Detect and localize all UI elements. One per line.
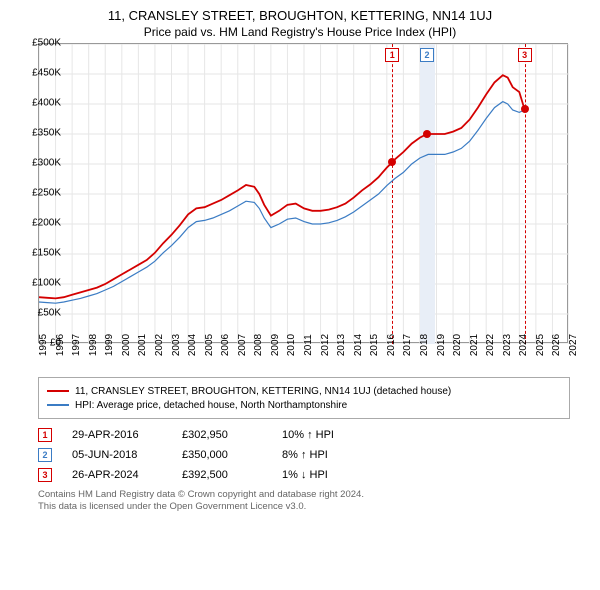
y-tick-label: £50K [38, 308, 61, 319]
legend: 11, CRANSLEY STREET, BROUGHTON, KETTERIN… [38, 377, 570, 419]
sale-row: 1 29-APR-2016£302,95010% ↑ HPI [38, 425, 570, 445]
x-tick-label: 1996 [55, 334, 66, 356]
x-tick-label: 2021 [469, 334, 480, 356]
sales-table: 1 29-APR-2016£302,95010% ↑ HPI 2 05-JUN-201… [38, 425, 570, 485]
y-tick-label: £150K [32, 248, 61, 259]
sale-dot [521, 105, 529, 113]
y-tick-label: £200K [32, 218, 61, 229]
x-tick-label: 1995 [38, 334, 49, 356]
y-tick-label: £250K [32, 188, 61, 199]
x-tick-label: 2008 [253, 334, 264, 356]
sale-dot [388, 158, 396, 166]
x-tick-label: 2003 [171, 334, 182, 356]
legend-row-blue: HPI: Average price, detached house, Nort… [47, 398, 561, 412]
sale-row: 3 26-APR-2024£392,5001% ↓ HPI [38, 465, 570, 485]
x-tick-label: 2015 [369, 334, 380, 356]
footnote-line: Contains HM Land Registry data © Crown c… [38, 489, 570, 501]
x-tick-label: 2020 [452, 334, 463, 356]
legend-label: 11, CRANSLEY STREET, BROUGHTON, KETTERIN… [75, 386, 451, 397]
sale-dot [423, 130, 431, 138]
x-tick-label: 2018 [419, 334, 430, 356]
sale-marker: 3 [518, 48, 532, 62]
x-tick-label: 2024 [518, 334, 529, 356]
x-tick-label: 2011 [303, 334, 314, 356]
legend-row-red: 11, CRANSLEY STREET, BROUGHTON, KETTERIN… [47, 384, 561, 398]
chart: 123 £0£50K£100K£150K£200K£250K£300K£350K… [38, 43, 596, 373]
y-tick-label: £450K [32, 68, 61, 79]
x-tick-label: 2009 [270, 334, 281, 356]
y-tick-label: £100K [32, 278, 61, 289]
plot-area: 1 2 3 [38, 43, 568, 343]
sale-row-marker: 2 [38, 448, 52, 462]
x-tick-label: 2002 [154, 334, 165, 356]
y-tick-label: £300K [32, 158, 61, 169]
x-tick-label: 1999 [104, 334, 115, 356]
sale-row: 2 05-JUN-2018£350,0008% ↑ HPI [38, 445, 570, 465]
x-tick-label: 2025 [535, 334, 546, 356]
sale-diff: 10% ↑ HPI [282, 429, 402, 441]
sale-price: £392,500 [182, 469, 282, 481]
sale-price: £302,950 [182, 429, 282, 441]
sale-date: 26-APR-2024 [72, 469, 182, 481]
y-tick-label: £500K [32, 38, 61, 49]
x-tick-label: 1998 [88, 334, 99, 356]
x-tick-label: 2000 [121, 334, 132, 356]
x-tick-label: 2010 [286, 334, 297, 356]
x-tick-label: 2005 [204, 334, 215, 356]
x-tick-label: 2004 [187, 334, 198, 356]
legend-swatch-blue [47, 404, 69, 406]
sale-price: £350,000 [182, 449, 282, 461]
sale-diff: 1% ↓ HPI [282, 469, 402, 481]
sale-marker: 2 [420, 48, 434, 62]
x-tick-label: 2006 [220, 334, 231, 356]
footnote: Contains HM Land Registry data © Crown c… [38, 489, 570, 514]
sale-marker: 1 [385, 48, 399, 62]
legend-label: HPI: Average price, detached house, Nort… [75, 400, 347, 411]
sale-date: 05-JUN-2018 [72, 449, 182, 461]
page-subtitle: Price paid vs. HM Land Registry's House … [0, 23, 600, 43]
sale-row-marker: 3 [38, 468, 52, 482]
x-tick-label: 2017 [402, 334, 413, 356]
x-tick-label: 2027 [568, 334, 579, 356]
x-tick-label: 2023 [502, 334, 513, 356]
page-title: 11, CRANSLEY STREET, BROUGHTON, KETTERIN… [0, 0, 600, 23]
sale-diff: 8% ↑ HPI [282, 449, 402, 461]
x-tick-label: 2007 [237, 334, 248, 356]
x-tick-label: 2012 [320, 334, 331, 356]
footnote-line: This data is licensed under the Open Gov… [38, 501, 570, 513]
x-tick-label: 2014 [353, 334, 364, 356]
sale-date: 29-APR-2016 [72, 429, 182, 441]
x-tick-label: 2013 [336, 334, 347, 356]
y-tick-label: £400K [32, 98, 61, 109]
x-tick-label: 1997 [71, 334, 82, 356]
x-tick-label: 2026 [551, 334, 562, 356]
sale-row-marker: 1 [38, 428, 52, 442]
x-tick-label: 2019 [436, 334, 447, 356]
y-tick-label: £350K [32, 128, 61, 139]
legend-swatch-red [47, 390, 69, 392]
series-lines [39, 44, 569, 344]
x-tick-label: 2016 [386, 334, 397, 356]
x-tick-label: 2001 [137, 334, 148, 356]
x-tick-label: 2022 [485, 334, 496, 356]
